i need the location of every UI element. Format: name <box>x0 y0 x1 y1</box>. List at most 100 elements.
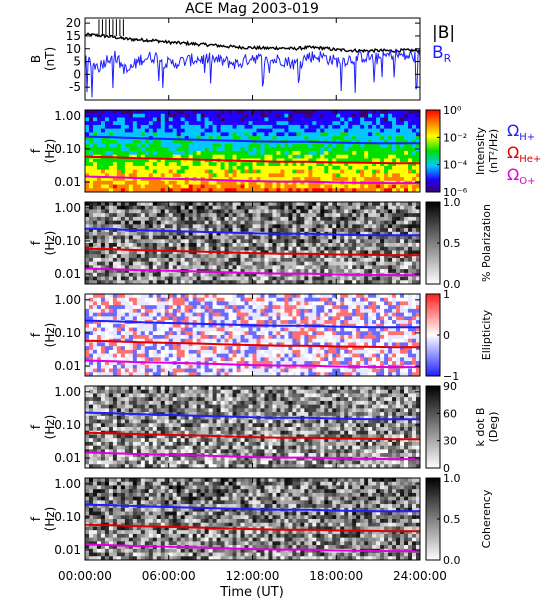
spectrogram-cell <box>384 162 389 167</box>
spectrogram-cell <box>284 213 289 218</box>
spectrogram-cell <box>92 250 98 255</box>
spectrogram-cell <box>120 110 126 115</box>
spectrogram-cell <box>260 224 265 229</box>
spectrogram-cell <box>108 132 114 137</box>
spectrogram-cell <box>216 297 221 302</box>
spectrogram-cell <box>308 173 313 178</box>
spectrogram-cell <box>172 331 178 336</box>
legend-omega-symbol: Ω <box>507 121 519 140</box>
spectrogram-cell <box>85 364 90 369</box>
spectrogram-cell <box>192 165 197 170</box>
spectrogram-cell <box>308 261 313 266</box>
spectrogram-cell <box>356 132 361 137</box>
spectrogram-cell <box>328 169 333 174</box>
spectrogram-cell <box>132 158 138 163</box>
spectrogram-cell <box>404 139 409 144</box>
spectrogram-cell <box>356 173 361 178</box>
spectrogram-cell <box>104 209 110 214</box>
spectrogram-cell <box>336 113 341 118</box>
spectrogram-cell <box>156 338 162 343</box>
spectrogram-cell <box>316 154 321 159</box>
spectrogram-cell <box>160 165 166 170</box>
spectrogram-cell <box>188 188 193 193</box>
spectrogram-cell <box>116 301 122 306</box>
spectrogram-cell <box>416 124 421 129</box>
spectrogram-cell <box>196 113 201 118</box>
spectrogram-cell <box>252 184 257 189</box>
spectrogram-cell <box>180 184 185 189</box>
spectrogram-cell <box>168 151 174 156</box>
spectrogram-cell <box>116 110 122 115</box>
spectrogram-cell <box>132 110 138 115</box>
spectrogram-cell <box>260 143 265 148</box>
spectrogram-cell <box>228 132 233 137</box>
spectrogram-cell <box>368 173 373 178</box>
spectrogram-cell <box>192 132 197 137</box>
spectrogram-cell <box>120 342 126 347</box>
spectrogram-cell <box>220 308 225 313</box>
spectrogram-cell <box>396 202 401 207</box>
spectrogram-cell <box>220 110 225 115</box>
spectrogram-cell <box>124 124 130 129</box>
spectrogram-cell <box>100 250 106 255</box>
spectrogram-cell <box>292 151 297 156</box>
spectrogram-cell <box>400 110 405 115</box>
spectrogram-cell <box>248 169 253 174</box>
spectrogram-cell <box>272 305 277 310</box>
spectrogram-cell <box>300 184 305 189</box>
spectrogram-cell <box>212 162 217 167</box>
spectrogram-cell <box>264 301 269 306</box>
spectrogram-cell <box>372 165 377 170</box>
spectrogram-cell <box>272 158 277 163</box>
spectrogram-cell <box>248 361 253 366</box>
spectrogram-cell <box>360 124 365 129</box>
spectrogram-cell <box>412 280 417 285</box>
spectrogram-cell <box>344 269 349 274</box>
spectrogram-cell <box>100 228 106 233</box>
spectrogram-cell <box>380 117 385 122</box>
spectrogram-cell <box>100 331 106 336</box>
spectrogram-cell <box>240 209 245 214</box>
spectrogram-cell <box>196 205 201 210</box>
spectrogram-cell <box>96 128 102 133</box>
spectrogram-cell <box>256 136 261 141</box>
spectrogram-cell <box>156 280 162 285</box>
spectrogram-cell <box>236 143 241 148</box>
spectrogram-cell <box>384 246 389 251</box>
spectrogram-cell <box>208 173 213 178</box>
spectrogram-cell <box>156 216 162 221</box>
spectrogram-cell <box>264 151 269 156</box>
spectrogram-cell <box>196 368 201 373</box>
spectrogram-cell <box>312 169 317 174</box>
spectrogram-cell <box>216 335 221 340</box>
spectrogram-cell <box>176 117 182 122</box>
spectrogram-cell <box>296 173 301 178</box>
spectrogram-cell <box>256 117 261 122</box>
spectrogram-cell <box>104 124 110 129</box>
spectrogram-cell <box>384 124 389 129</box>
spectrogram-cell <box>112 349 118 354</box>
spectrogram-cell <box>128 202 134 207</box>
spectrogram-cell <box>120 331 126 336</box>
spectrogram-cell <box>372 239 377 244</box>
spectrogram-cell <box>232 117 237 122</box>
spectrogram-cell <box>356 139 361 144</box>
spectrogram-cell <box>132 342 138 347</box>
spectrogram-cell <box>292 216 297 221</box>
spectrogram-cell <box>144 342 150 347</box>
spectrogram-cell <box>356 280 361 285</box>
spectrogram-cell <box>144 316 150 321</box>
spectrogram-cell <box>316 257 321 262</box>
spectrogram-cell <box>204 154 209 159</box>
spectrogram-cell <box>120 239 126 244</box>
spectrogram-cell <box>244 338 249 343</box>
spectrogram-cell <box>416 154 421 159</box>
spectrogram-cell <box>136 124 142 129</box>
spectrogram-cell <box>192 331 197 336</box>
spectrogram-cell <box>120 357 126 362</box>
spectrogram-cell <box>356 165 361 170</box>
spectrogram-cell <box>356 269 361 274</box>
spectrogram-cell <box>272 243 277 248</box>
spectrogram-cell <box>108 331 114 336</box>
spectrogram-cell <box>216 257 221 262</box>
